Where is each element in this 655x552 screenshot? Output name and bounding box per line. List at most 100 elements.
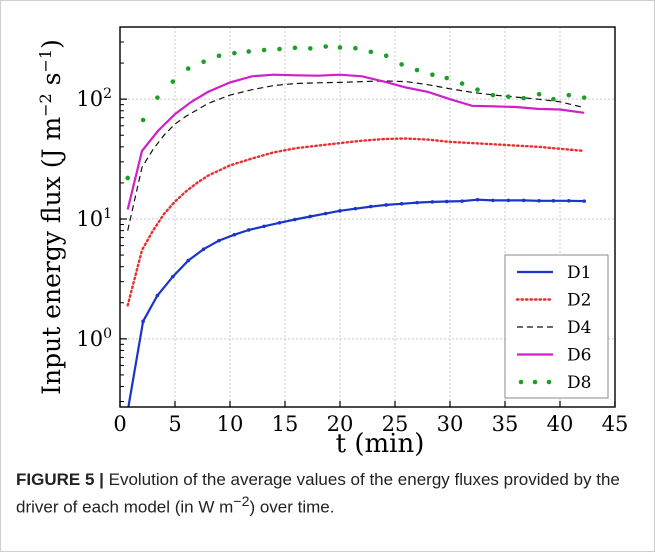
- data-point: [186, 258, 190, 263]
- x-tick-label: 45: [602, 412, 629, 436]
- x-tick-label: 5: [168, 412, 181, 436]
- data-point: [171, 274, 175, 279]
- legend-label: D1: [567, 263, 591, 283]
- data-point: [506, 94, 511, 99]
- figure-caption-sup: −2: [233, 494, 250, 510]
- legend-label: D4: [567, 318, 591, 338]
- data-point: [414, 67, 420, 73]
- data-point: [491, 198, 495, 203]
- series-line: [126, 137, 586, 307]
- data-point: [566, 92, 572, 98]
- data-point: [353, 45, 358, 51]
- data-point: [217, 238, 221, 243]
- data-point: [399, 201, 404, 206]
- data-point: [308, 214, 313, 219]
- data-point: [353, 206, 358, 211]
- data-point: [490, 92, 496, 98]
- data-point: [293, 217, 297, 222]
- data-point: [430, 200, 435, 204]
- data-point: [323, 44, 329, 49]
- axis-ticks: 0 5 10 15 20 25 30 35 40 45 100 101 102: [76, 41, 629, 436]
- legend-label: D2: [567, 291, 591, 311]
- data-point: [277, 220, 282, 225]
- series-d8: [125, 44, 587, 181]
- legend-marker: [518, 379, 524, 385]
- y-tick-label: 100: [76, 326, 112, 351]
- data-point: [246, 228, 251, 232]
- data-point: [551, 96, 556, 102]
- data-point: [521, 95, 526, 101]
- data-point: [185, 66, 191, 71]
- data-point: [337, 45, 343, 50]
- data-point: [261, 47, 267, 53]
- data-point: [216, 53, 222, 59]
- x-tick-label: 40: [547, 412, 574, 436]
- data-point: [537, 198, 541, 203]
- data-point: [369, 204, 373, 209]
- series-d4: [127, 80, 585, 231]
- data-point: [475, 87, 480, 92]
- figure-caption-text-end: ) over time.: [249, 497, 335, 517]
- series-d1: [127, 197, 586, 407]
- legend-marker: [532, 379, 538, 385]
- data-point: [277, 46, 282, 52]
- x-tick-label: 10: [217, 412, 244, 436]
- plot-frame: [119, 26, 616, 408]
- data-point: [581, 95, 587, 100]
- data-point: [567, 198, 571, 203]
- data-point: [170, 79, 176, 84]
- series-d6: [126, 73, 585, 210]
- data-point: [415, 200, 419, 205]
- data-point: [246, 49, 251, 54]
- data-point: [232, 232, 237, 237]
- data-point: [459, 81, 465, 86]
- legend-label: D8: [567, 373, 591, 393]
- x-tick-label: 35: [492, 412, 519, 436]
- data-point: [460, 199, 464, 203]
- data-point: [125, 175, 130, 181]
- data-point: [140, 117, 146, 123]
- x-tick-label: 0: [113, 412, 126, 436]
- data-point: [521, 198, 526, 203]
- data-point: [475, 197, 480, 202]
- data-point: [232, 50, 237, 56]
- legend-box: [504, 254, 609, 399]
- series-d2: [126, 137, 586, 307]
- data-point: [444, 75, 450, 81]
- y-tick-label: 101: [76, 206, 112, 231]
- x-tick-label: 20: [327, 412, 354, 436]
- data-point: [551, 198, 556, 203]
- legend-marker: [546, 379, 552, 385]
- data-point: [399, 62, 404, 67]
- figure-caption: FIGURE 5 | Evolution of the average valu…: [16, 469, 641, 519]
- data-point: [338, 209, 342, 213]
- energy-flux-chart: 0 5 10 15 20 25 30 35 40 45 100 101 102 D1 D2 D4 D6 D8 t…: [36, 26, 629, 459]
- data-point: [201, 247, 206, 251]
- y-tick-label: 102: [76, 86, 112, 111]
- data-point: [536, 91, 542, 97]
- data-point: [141, 319, 145, 324]
- data-point: [384, 203, 389, 207]
- data-point: [155, 293, 160, 298]
- figure-caption-text: Evolution of the average values of the e…: [16, 470, 620, 517]
- x-tick-label: 15: [272, 412, 299, 436]
- data-point: [430, 72, 435, 77]
- data-point: [262, 224, 266, 229]
- x-axis-label: t (min): [336, 429, 425, 459]
- series-line: [126, 73, 585, 210]
- data-point: [582, 199, 586, 203]
- data-point: [383, 53, 389, 59]
- y-axis-label: Input energy flux (J m−2 s−1): [36, 39, 67, 395]
- data-point: [292, 45, 298, 51]
- data-point: [323, 211, 328, 216]
- series-layer: [125, 44, 587, 407]
- data-point: [308, 46, 313, 51]
- data-point: [201, 59, 206, 65]
- data-point: [444, 199, 449, 204]
- x-tick-label: 30: [437, 412, 464, 436]
- data-point: [506, 198, 511, 203]
- series-line: [127, 80, 585, 231]
- figure-caption-label: FIGURE 5 |: [16, 470, 104, 489]
- data-point: [155, 95, 160, 100]
- x-tick-label: 25: [382, 412, 409, 436]
